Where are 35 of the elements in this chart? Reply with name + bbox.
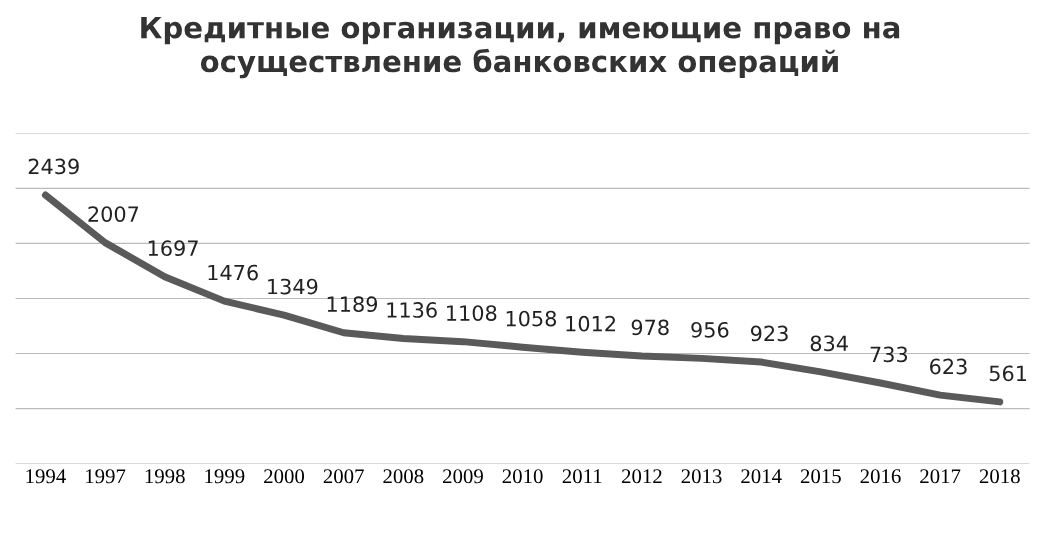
x-tick-label: 2012 [621, 469, 662, 484]
x-tick-label: 2007 [323, 469, 364, 484]
x-tick-label: 2017 [920, 469, 961, 484]
data-label: 1012 [566, 315, 615, 332]
data-label: 1189 [327, 296, 378, 313]
x-tick-label: 2011 [562, 469, 602, 484]
data-label: 923 [750, 325, 788, 342]
data-label: 623 [930, 358, 967, 375]
data-label: 2007 [88, 206, 139, 222]
x-tick-label: 2013 [681, 469, 722, 484]
x-tick-label: 2010 [502, 469, 543, 484]
x-tick-label: 2018 [979, 469, 1020, 484]
data-label: 733 [870, 346, 908, 363]
data-label: 956 [691, 321, 729, 338]
x-tick-label: 2008 [383, 469, 424, 484]
data-label: 1349 [268, 278, 318, 295]
x-tick-label: 2009 [443, 469, 483, 484]
x-tick-label: 2000 [264, 469, 305, 484]
data-label: 1058 [506, 310, 557, 327]
x-tick-label: 2016 [860, 469, 901, 484]
data-label: 1136 [387, 302, 437, 318]
x-tick-label: 2015 [800, 469, 841, 484]
data-label: 834 [810, 335, 848, 352]
data-label: 1108 [447, 305, 497, 321]
x-tick-label: 1997 [86, 469, 126, 484]
data-label: 1476 [208, 264, 258, 281]
data-label: 978 [631, 319, 669, 336]
data-label: 2439 [28, 158, 79, 175]
x-tick-label: 2014 [741, 469, 782, 484]
data-label: 1697 [148, 240, 198, 257]
x-tick-label: 1998 [145, 469, 185, 484]
data-label: 561 [989, 365, 1027, 382]
x-tick-label: 1999 [205, 469, 245, 484]
chart-title: Кредитные организации, имеющие право на осуществление банковских операций [141, 16, 900, 79]
x-tick-label: 1994 [26, 469, 66, 484]
